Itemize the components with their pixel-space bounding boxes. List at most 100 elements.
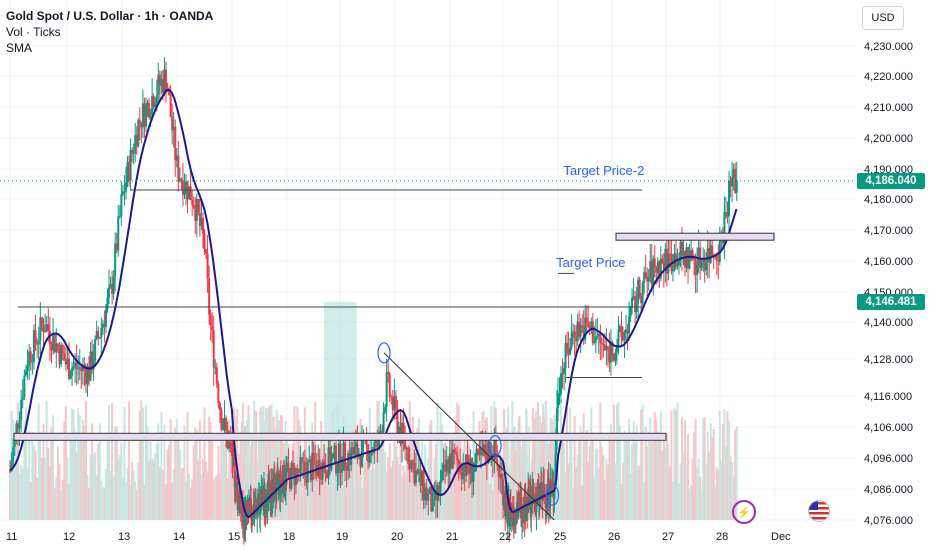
volume-bar	[384, 452, 387, 520]
volume-bar	[424, 444, 427, 520]
candle-body	[66, 358, 69, 365]
candle-body	[500, 473, 503, 480]
candle-body	[382, 412, 385, 432]
volume-bar	[584, 439, 587, 520]
candle-body	[138, 119, 141, 123]
volume-bar	[151, 458, 154, 520]
candle-body	[508, 517, 511, 527]
volume-bar	[163, 424, 166, 520]
y-tick-label: 4,200.000	[864, 133, 913, 145]
candle-body	[521, 513, 524, 522]
candle-body	[465, 454, 468, 476]
volume-bar	[270, 403, 273, 520]
candle-body	[530, 504, 533, 517]
candle-body	[411, 460, 414, 463]
lightning-icon[interactable]: ⚡	[732, 500, 756, 524]
candle-body	[544, 495, 547, 508]
x-tick-label: 21	[446, 531, 458, 543]
target-price-label: Target Price	[556, 255, 625, 270]
volume-bar	[350, 462, 353, 520]
symbol-title[interactable]: Gold Spot / U.S. Dollar · 1h · OANDA	[6, 9, 214, 23]
candle-body	[233, 462, 236, 487]
sma-legend[interactable]: SMA	[6, 41, 33, 55]
volume-bar	[542, 414, 545, 520]
candle-body	[308, 459, 311, 462]
candle-body	[729, 180, 732, 187]
candle-body	[244, 509, 247, 530]
volume-bar	[135, 489, 138, 520]
y-tick-label: 4,076.000	[864, 515, 913, 527]
us-flag-icon[interactable]	[808, 500, 830, 522]
candle-body	[717, 260, 720, 263]
candle-body	[315, 465, 318, 476]
volume-bar	[362, 455, 365, 520]
candle-body	[487, 441, 490, 463]
candle-body	[94, 338, 97, 361]
volume-bars	[9, 400, 738, 520]
candle-body	[723, 212, 726, 244]
volume-bar	[561, 427, 564, 520]
candle-body	[444, 464, 447, 472]
candle-body	[474, 463, 477, 472]
candle-body	[263, 488, 266, 508]
volume-bar	[439, 411, 442, 520]
candle-body	[146, 102, 149, 105]
candle-body	[379, 431, 382, 433]
volume-bar	[573, 415, 576, 520]
volume-bar	[189, 487, 192, 520]
candle-body	[220, 410, 223, 430]
volume-bar	[575, 466, 578, 520]
candle-body	[671, 268, 674, 272]
candle-body	[344, 442, 347, 467]
candle-body	[178, 178, 181, 182]
currency-button[interactable]: USD	[862, 6, 904, 30]
volume-bar	[44, 457, 47, 520]
candle-body	[211, 325, 214, 331]
y-tick-label: 4,170.000	[864, 225, 913, 237]
candle-body	[618, 326, 621, 330]
candle-body	[451, 449, 454, 469]
candle-body	[21, 397, 24, 400]
volume-bar	[448, 476, 451, 520]
y-tick-label: 4,230.000	[864, 41, 913, 53]
volume-bar	[445, 489, 448, 520]
volume-bar	[585, 429, 588, 520]
volume-bar	[340, 480, 343, 520]
volume-legend[interactable]: Vol · Ticks	[6, 25, 61, 39]
candle-body	[518, 497, 521, 499]
candle-body	[506, 513, 509, 524]
candle-body	[45, 324, 48, 331]
candle-body	[665, 248, 668, 274]
volume-bar	[718, 410, 721, 520]
candle-body	[55, 343, 58, 353]
volume-bar	[67, 483, 70, 520]
candle-body	[189, 186, 192, 200]
volume-bar	[181, 467, 184, 520]
volume-bar	[201, 459, 204, 520]
candle-body	[638, 279, 641, 296]
candle-body	[324, 469, 327, 474]
candle-body	[24, 370, 27, 376]
volume-bar	[157, 423, 160, 520]
candle-body	[615, 347, 618, 353]
candle-body	[104, 308, 107, 327]
volume-bar	[535, 412, 538, 520]
candle-body	[533, 496, 536, 499]
candle-body	[700, 261, 703, 269]
candle-body	[545, 500, 548, 504]
candle-body	[422, 470, 425, 501]
volume-bar	[37, 402, 40, 520]
volume-bar	[487, 453, 490, 520]
candle-body	[597, 334, 600, 337]
candle-body	[217, 383, 220, 404]
candle-body	[626, 329, 629, 334]
volume-bar	[690, 485, 693, 520]
candle-body	[58, 348, 61, 365]
volume-bar	[531, 407, 534, 520]
candle-body	[78, 367, 81, 369]
candle-body	[542, 484, 545, 500]
candle-body	[641, 282, 644, 304]
volume-bar	[211, 436, 214, 520]
sma-price-badge: 4,146.481	[857, 294, 925, 310]
